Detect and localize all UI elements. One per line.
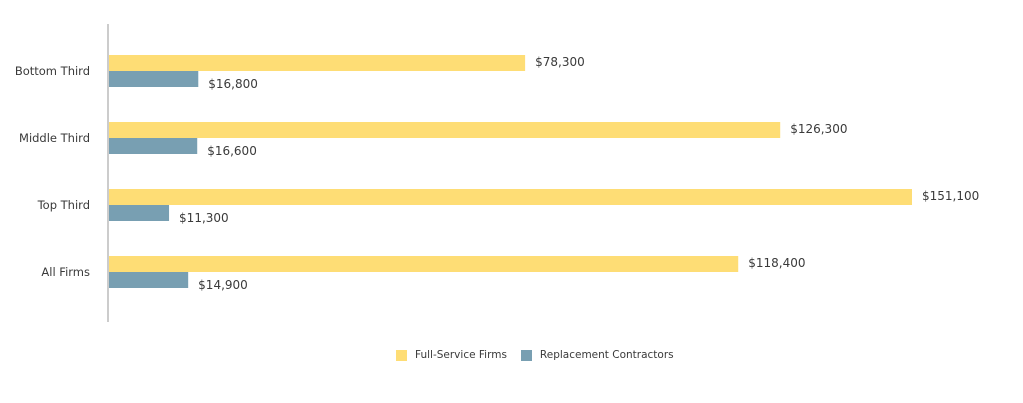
legend-label-replacement: Replacement Contractors (539, 349, 674, 361)
bar-full-service-firms-all-firms (109, 256, 739, 272)
value-label-replacement-contractors-middle-third: $16,600 (207, 144, 257, 158)
category-label-middle-third: Middle Third (19, 131, 90, 145)
value-label-full-service-firms-all-firms: $118,400 (748, 256, 805, 270)
value-label-replacement-contractors-top-third: $11,300 (179, 211, 229, 225)
bar-full-service-firms-middle-third (109, 122, 781, 138)
legend-swatch-replacement (520, 349, 532, 361)
bar-full-service-firms-top-third (109, 189, 912, 205)
bar-full-service-firms-bottom-third (109, 55, 526, 71)
category-label-bottom-third: Bottom Third (15, 64, 90, 78)
bar-replacement-contractors-bottom-third (109, 71, 199, 87)
legend: Full-Service Firms Replacement Contracto… (396, 349, 688, 361)
value-label-full-service-firms-top-third: $151,100 (922, 189, 979, 203)
bar-replacement-contractors-all-firms (109, 272, 189, 288)
value-label-full-service-firms-middle-third: $126,300 (790, 122, 847, 136)
category-label-all-firms: All Firms (41, 265, 90, 279)
value-label-replacement-contractors-all-firms: $14,900 (198, 278, 248, 292)
legend-item-full-service: Full-Service Firms (396, 349, 507, 361)
legend-item-replacement: Replacement Contractors (520, 349, 674, 361)
category-label-top-third: Top Third (37, 198, 90, 212)
legend-swatch-full-service (396, 349, 407, 361)
value-label-replacement-contractors-bottom-third: $16,800 (208, 77, 258, 91)
bar-replacement-contractors-top-third (109, 205, 170, 221)
value-label-full-service-firms-bottom-third: $78,300 (535, 55, 585, 69)
legend-label-full-service: Full-Service Firms (415, 349, 507, 361)
bar-replacement-contractors-middle-third (109, 138, 198, 154)
